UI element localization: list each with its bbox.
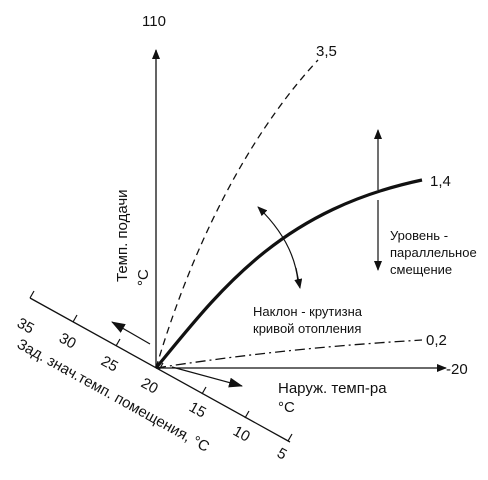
room-shift-arrow-left xyxy=(111,321,151,345)
x-axis-end-label: -20 xyxy=(446,361,468,378)
curve-0-2-label: 0,2 xyxy=(426,332,447,349)
room-tick-30: 30 xyxy=(56,330,79,353)
x-axis-unit: °C xyxy=(278,399,295,416)
y-axis-unit: °C xyxy=(135,269,152,286)
curve-0-2 xyxy=(155,339,423,369)
room-axis-title: Зад. знач.темп. помещения, °C xyxy=(14,336,212,456)
curve-3-5-label: 3,5 xyxy=(316,43,337,60)
level-annotation-line1: Уровень - xyxy=(390,228,448,243)
curve-1-4-label: 1,4 xyxy=(430,173,451,190)
room-tick-20: 20 xyxy=(138,375,161,398)
room-tick-15: 15 xyxy=(186,399,209,422)
y-axis-title: Темп. подачи xyxy=(114,189,131,282)
room-shift-arrow-right xyxy=(171,366,243,388)
slope-annotation-line1: Наклон - крутизна xyxy=(253,304,363,319)
slope-annotation-line2: кривой отопления xyxy=(253,321,361,336)
room-axis-ticks xyxy=(29,290,293,442)
curve-1-4 xyxy=(154,178,423,370)
level-annotation-line3: смещение xyxy=(390,262,452,277)
level-annotation-line2: параллельное xyxy=(390,245,477,260)
slope-rotation-arrow xyxy=(257,206,299,283)
room-tick-5: 5 xyxy=(274,445,290,464)
room-tick-35: 35 xyxy=(14,315,37,338)
slope-arrow-tail xyxy=(294,267,303,289)
room-tick-10: 10 xyxy=(230,423,253,446)
y-axis-max-label: 110 xyxy=(142,13,166,30)
curve-3-5 xyxy=(155,59,319,369)
room-tick-25: 25 xyxy=(98,353,121,376)
x-axis-title: Наруж. темп-ра xyxy=(278,380,387,397)
